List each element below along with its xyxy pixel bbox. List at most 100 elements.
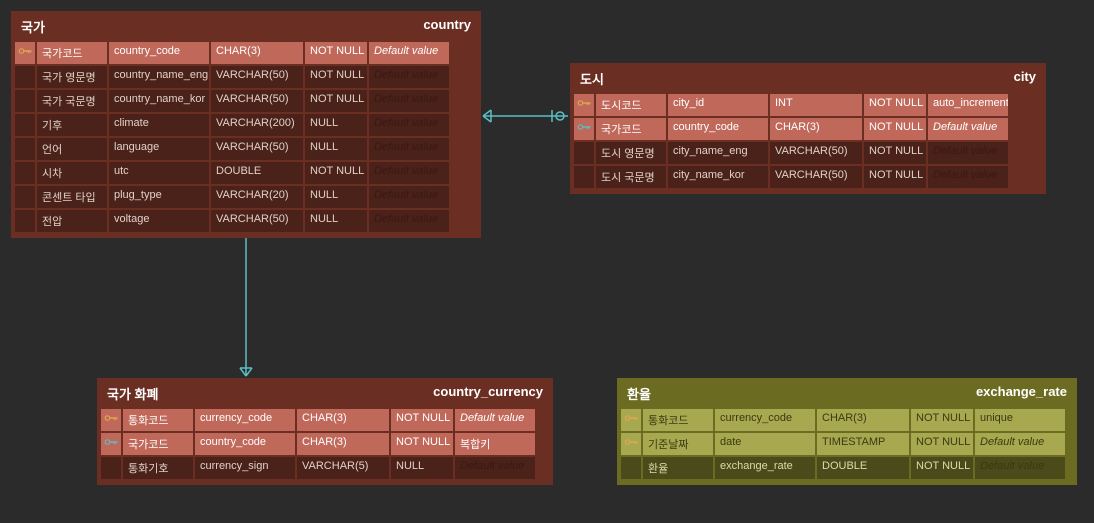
column-null: NOT NULL (911, 433, 973, 455)
key-cell-empty (15, 138, 35, 160)
column-list: 통화코드currency_codeCHAR(3)NOT NULLunique기준… (619, 407, 1075, 483)
column-extra: auto_increment() (928, 94, 1008, 116)
column-null: NOT NULL (305, 90, 367, 112)
column-label: 전압 (37, 210, 107, 232)
column-extra: Default value (369, 42, 449, 64)
column-type: CHAR(3) (297, 409, 389, 431)
key-cell-empty (15, 210, 35, 232)
column-row[interactable]: 국가코드country_codeCHAR(3)NOT NULL복합키 (101, 433, 549, 455)
column-extra: Default value (455, 457, 535, 479)
column-type: VARCHAR(200) (211, 114, 303, 136)
column-type: DOUBLE (211, 162, 303, 184)
column-null: NOT NULL (864, 94, 926, 116)
column-name: climate (109, 114, 209, 136)
column-list: 도시코드city_idINTNOT NULLauto_increment()국가… (572, 92, 1044, 192)
column-extra: Default value (928, 118, 1008, 140)
key-cell-empty (15, 186, 35, 208)
entity-table-name: exchange_rate (976, 384, 1067, 403)
column-row[interactable]: 국가코드country_codeCHAR(3)NOT NULLDefault v… (15, 42, 477, 64)
column-row[interactable]: 국가 국문명country_name_korVARCHAR(50)NOT NUL… (15, 90, 477, 112)
column-row[interactable]: 환율exchange_rateDOUBLENOT NULLDefault val… (621, 457, 1073, 479)
column-type: VARCHAR(50) (770, 166, 862, 188)
column-null: NOT NULL (864, 166, 926, 188)
column-extra: 복합키 (455, 433, 535, 455)
column-extra: Default value (369, 162, 449, 184)
column-null: NULL (305, 186, 367, 208)
column-row[interactable]: 국가 영문명country_name_engVARCHAR(50)NOT NUL… (15, 66, 477, 88)
column-extra: Default value (369, 138, 449, 160)
foreign-key-icon (101, 433, 121, 455)
column-label: 기준날짜 (643, 433, 713, 455)
column-null: NOT NULL (391, 409, 453, 431)
column-name: exchange_rate (715, 457, 815, 479)
column-type: CHAR(3) (211, 42, 303, 64)
column-type: VARCHAR(50) (211, 138, 303, 160)
column-label: 시차 (37, 162, 107, 184)
column-label: 국가 국문명 (37, 90, 107, 112)
column-type: CHAR(3) (297, 433, 389, 455)
column-row[interactable]: 도시 국문명city_name_korVARCHAR(50)NOT NULLDe… (574, 166, 1042, 188)
column-row[interactable]: 통화코드currency_codeCHAR(3)NOT NULLDefault … (101, 409, 549, 431)
entity-header: 국가 화폐country_currency (99, 380, 551, 407)
entity-display-name: 환율 (627, 384, 651, 403)
entity-display-name: 국가 (21, 17, 45, 36)
entity-country[interactable]: 국가country국가코드country_codeCHAR(3)NOT NULL… (11, 11, 481, 238)
column-row[interactable]: 통화코드currency_codeCHAR(3)NOT NULLunique (621, 409, 1073, 431)
column-extra: Default value (369, 114, 449, 136)
column-name: currency_sign (195, 457, 295, 479)
primary-key-icon (101, 409, 121, 431)
column-label: 국가코드 (596, 118, 666, 140)
column-label: 기후 (37, 114, 107, 136)
column-name: country_code (109, 42, 209, 64)
column-name: city_name_kor (668, 166, 768, 188)
column-null: NOT NULL (864, 142, 926, 164)
column-row[interactable]: 도시코드city_idINTNOT NULLauto_increment() (574, 94, 1042, 116)
column-type: DOUBLE (817, 457, 909, 479)
column-row[interactable]: 기준날짜dateTIMESTAMPNOT NULLDefault value (621, 433, 1073, 455)
column-null: NOT NULL (391, 433, 453, 455)
entity-country_currency[interactable]: 국가 화폐country_currency통화코드currency_codeCH… (97, 378, 553, 485)
column-row[interactable]: 콘센트 타입plug_typeVARCHAR(20)NULLDefault va… (15, 186, 477, 208)
column-label: 국가코드 (37, 42, 107, 64)
column-type: VARCHAR(50) (211, 90, 303, 112)
key-cell-empty (15, 66, 35, 88)
column-row[interactable]: 전압voltageVARCHAR(50)NULLDefault value (15, 210, 477, 232)
column-label: 통화코드 (643, 409, 713, 431)
diagram-canvas: 국가country국가코드country_codeCHAR(3)NOT NULL… (0, 0, 1094, 523)
column-name: currency_code (715, 409, 815, 431)
column-extra: Default value (975, 433, 1065, 455)
column-row[interactable]: 국가코드country_codeCHAR(3)NOT NULLDefault v… (574, 118, 1042, 140)
column-name: plug_type (109, 186, 209, 208)
column-name: utc (109, 162, 209, 184)
column-extra: Default value (369, 186, 449, 208)
column-name: country_name_kor (109, 90, 209, 112)
column-type: VARCHAR(50) (211, 210, 303, 232)
primary-key-icon (621, 433, 641, 455)
column-label: 통화기호 (123, 457, 193, 479)
column-name: voltage (109, 210, 209, 232)
column-label: 도시 영문명 (596, 142, 666, 164)
column-label: 통화코드 (123, 409, 193, 431)
column-row[interactable]: 도시 영문명city_name_engVARCHAR(50)NOT NULLDe… (574, 142, 1042, 164)
entity-header: 도시city (572, 65, 1044, 92)
entity-table-name: city (1014, 69, 1036, 88)
entity-city[interactable]: 도시city도시코드city_idINTNOT NULLauto_increme… (570, 63, 1046, 194)
column-extra: Default value (928, 142, 1008, 164)
column-null: NOT NULL (911, 409, 973, 431)
entity-exchange_rate[interactable]: 환율exchange_rate통화코드currency_codeCHAR(3)N… (617, 378, 1077, 485)
column-extra: Default value (369, 90, 449, 112)
column-row[interactable]: 시차utcDOUBLENOT NULLDefault value (15, 162, 477, 184)
column-label: 콘센트 타입 (37, 186, 107, 208)
primary-key-icon (15, 42, 35, 64)
column-extra: unique (975, 409, 1065, 431)
column-null: NOT NULL (305, 162, 367, 184)
column-null: NOT NULL (305, 42, 367, 64)
entity-header: 환율 exchange_rate (619, 380, 1075, 407)
column-row[interactable]: 언어languageVARCHAR(50)NULLDefault value (15, 138, 477, 160)
column-name: language (109, 138, 209, 160)
column-label: 환율 (643, 457, 713, 479)
column-name: date (715, 433, 815, 455)
column-extra: Default value (975, 457, 1065, 479)
column-row[interactable]: 기후climateVARCHAR(200)NULLDefault value (15, 114, 477, 136)
column-row[interactable]: 통화기호currency_signVARCHAR(5)NULLDefault v… (101, 457, 549, 479)
